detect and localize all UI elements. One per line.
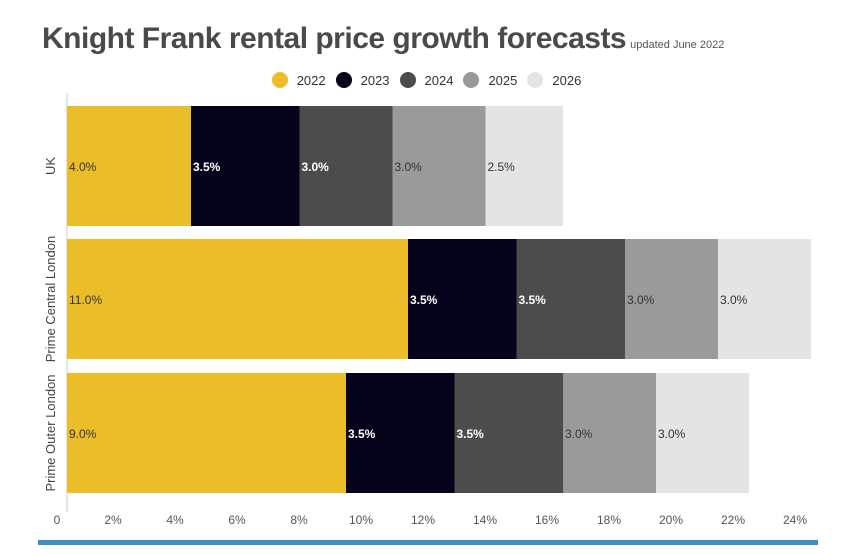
data-label: 3.5% [193,160,221,174]
x-tick-label: 16% [535,513,559,527]
bar-2022-1 [67,239,408,359]
bar-2024-1 [516,239,625,359]
bar-2026-2 [656,373,749,493]
legend-item-2023[interactable]: 2023 [335,72,390,88]
data-label: 3.5% [410,293,438,307]
data-label: 11.0% [69,293,102,307]
legend-label: 2024 [424,72,454,88]
legend-label: 2025 [488,72,518,88]
legend-label: 2023 [360,72,390,88]
chart-title: Knight Frank rental price growth forecas… [42,22,724,56]
x-tick-label: 20% [659,513,683,527]
x-tick-label: 24% [783,513,807,527]
bar-2023-0 [191,106,300,226]
category-label: UK [43,157,58,175]
data-label: 3.0% [395,160,423,174]
x-tick-label: 6% [228,513,246,527]
bar-2025-2 [563,373,656,493]
data-label: 3.0% [565,427,593,441]
bar-2023-2 [346,373,455,493]
legend-item-2022[interactable]: 2022 [271,72,326,88]
legend-label: 2022 [296,72,326,88]
x-tick-label: 4% [166,513,184,527]
legend-item-2025[interactable]: 2025 [463,72,517,88]
bar-2026-0 [485,106,563,226]
bottom-accent-bar [38,540,818,545]
bar-2025-0 [392,106,486,226]
data-label: 9.0% [69,427,97,441]
data-label: 3.0% [658,427,686,441]
legend-label: 2026 [552,72,582,88]
title-text: Knight Frank rental price growth forecas… [42,22,627,55]
legend-swatch-icon [399,72,416,88]
category-label: Prime Outer London [43,374,58,491]
legend-item-2026[interactable]: 2026 [527,72,581,88]
data-label: 4.0% [69,160,97,174]
legend-swatch-icon [527,72,544,88]
bar-2022-2 [67,373,346,493]
x-tick-label: 2% [104,513,122,527]
x-tick-label: 18% [597,513,621,527]
bar-2022-0 [67,106,191,226]
x-tick-label: 14% [473,513,497,527]
legend-swatch-icon [271,72,288,88]
x-tick-label: 12% [411,513,435,527]
legend-swatch-icon [463,72,480,88]
data-label: 3.5% [457,427,485,441]
x-tick-label: 8% [290,513,308,527]
legend-item-2024[interactable]: 2024 [399,72,454,88]
data-label: 2.5% [488,160,516,174]
legend: 2022 2023 2024 2025 2026 [0,72,853,88]
data-label: 3.0% [302,160,330,174]
bar-2026-1 [718,239,811,359]
x-tick-label: 10% [349,513,373,527]
legend-swatch-icon [335,72,352,88]
data-label: 3.0% [627,293,655,307]
bar-2024-2 [454,373,563,493]
bar-2025-1 [625,239,718,359]
chart-subtitle: updated June 2022 [630,39,725,51]
x-tick-label: 0 [54,513,61,527]
bar-2024-0 [299,106,393,226]
data-label: 3.5% [519,293,547,307]
bar-2023-1 [408,239,517,359]
category-label: Prime Central London [43,236,58,362]
data-label: 3.0% [720,293,748,307]
data-label: 3.5% [348,427,376,441]
x-tick-label: 22% [721,513,745,527]
